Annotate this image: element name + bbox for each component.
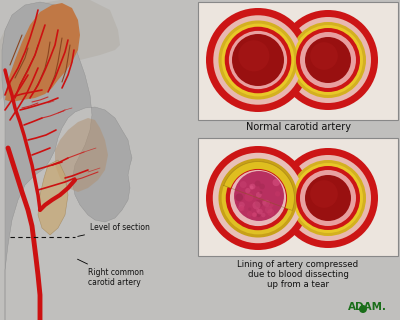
Circle shape: [245, 188, 250, 193]
Circle shape: [206, 8, 310, 112]
Circle shape: [275, 191, 280, 196]
Circle shape: [250, 186, 254, 189]
Circle shape: [252, 212, 256, 217]
Text: Level of section: Level of section: [78, 222, 150, 236]
Circle shape: [255, 180, 261, 187]
Circle shape: [206, 146, 310, 250]
Polygon shape: [0, 0, 120, 320]
Circle shape: [305, 175, 351, 221]
Text: due to blood dissecting: due to blood dissecting: [248, 270, 348, 279]
Circle shape: [232, 34, 284, 86]
Polygon shape: [224, 162, 294, 211]
Circle shape: [305, 37, 351, 83]
Circle shape: [263, 200, 270, 207]
Circle shape: [293, 163, 363, 233]
Circle shape: [249, 184, 253, 188]
Circle shape: [285, 155, 371, 241]
Circle shape: [244, 193, 253, 202]
Circle shape: [213, 153, 303, 243]
Circle shape: [262, 200, 266, 205]
Circle shape: [278, 148, 378, 248]
Circle shape: [250, 184, 256, 189]
Circle shape: [259, 191, 262, 194]
Circle shape: [239, 202, 245, 208]
Circle shape: [270, 203, 274, 207]
Circle shape: [290, 160, 366, 236]
Circle shape: [247, 211, 252, 217]
Circle shape: [265, 206, 272, 213]
Circle shape: [213, 15, 303, 105]
Circle shape: [261, 213, 266, 217]
FancyBboxPatch shape: [198, 2, 398, 120]
Circle shape: [296, 166, 360, 230]
Circle shape: [359, 305, 367, 313]
Circle shape: [257, 209, 263, 214]
Circle shape: [310, 42, 338, 70]
Polygon shape: [38, 160, 68, 235]
Circle shape: [310, 180, 338, 208]
Circle shape: [285, 17, 371, 103]
Circle shape: [259, 184, 265, 189]
Circle shape: [272, 179, 280, 186]
Circle shape: [238, 205, 244, 211]
Circle shape: [235, 194, 243, 201]
Circle shape: [300, 170, 356, 226]
Text: Lining of artery compressed: Lining of artery compressed: [238, 260, 358, 269]
Text: Normal carotid artery: Normal carotid artery: [246, 122, 350, 132]
Circle shape: [256, 192, 262, 198]
Circle shape: [230, 170, 286, 226]
Circle shape: [222, 24, 294, 96]
Circle shape: [218, 20, 298, 100]
Circle shape: [252, 201, 260, 209]
Circle shape: [252, 212, 257, 217]
FancyBboxPatch shape: [198, 138, 398, 256]
Circle shape: [267, 209, 274, 216]
Circle shape: [229, 31, 287, 89]
Circle shape: [226, 166, 290, 230]
Circle shape: [240, 181, 247, 188]
Circle shape: [290, 22, 366, 98]
Circle shape: [256, 213, 260, 217]
Circle shape: [238, 40, 270, 71]
Circle shape: [222, 162, 294, 235]
Circle shape: [255, 200, 263, 207]
Circle shape: [218, 158, 298, 237]
Polygon shape: [224, 162, 294, 211]
Text: Right common
carotid artery: Right common carotid artery: [78, 259, 144, 287]
Circle shape: [278, 10, 378, 110]
Circle shape: [300, 32, 356, 88]
Circle shape: [239, 206, 244, 212]
Circle shape: [256, 209, 260, 212]
Polygon shape: [5, 3, 80, 102]
Polygon shape: [2, 2, 132, 320]
Polygon shape: [55, 118, 108, 192]
Text: up from a tear: up from a tear: [267, 280, 329, 289]
Text: ADAM.: ADAM.: [348, 302, 387, 312]
Circle shape: [293, 25, 363, 95]
Circle shape: [234, 171, 284, 221]
Circle shape: [225, 27, 291, 93]
Circle shape: [248, 207, 251, 211]
Circle shape: [296, 28, 360, 92]
